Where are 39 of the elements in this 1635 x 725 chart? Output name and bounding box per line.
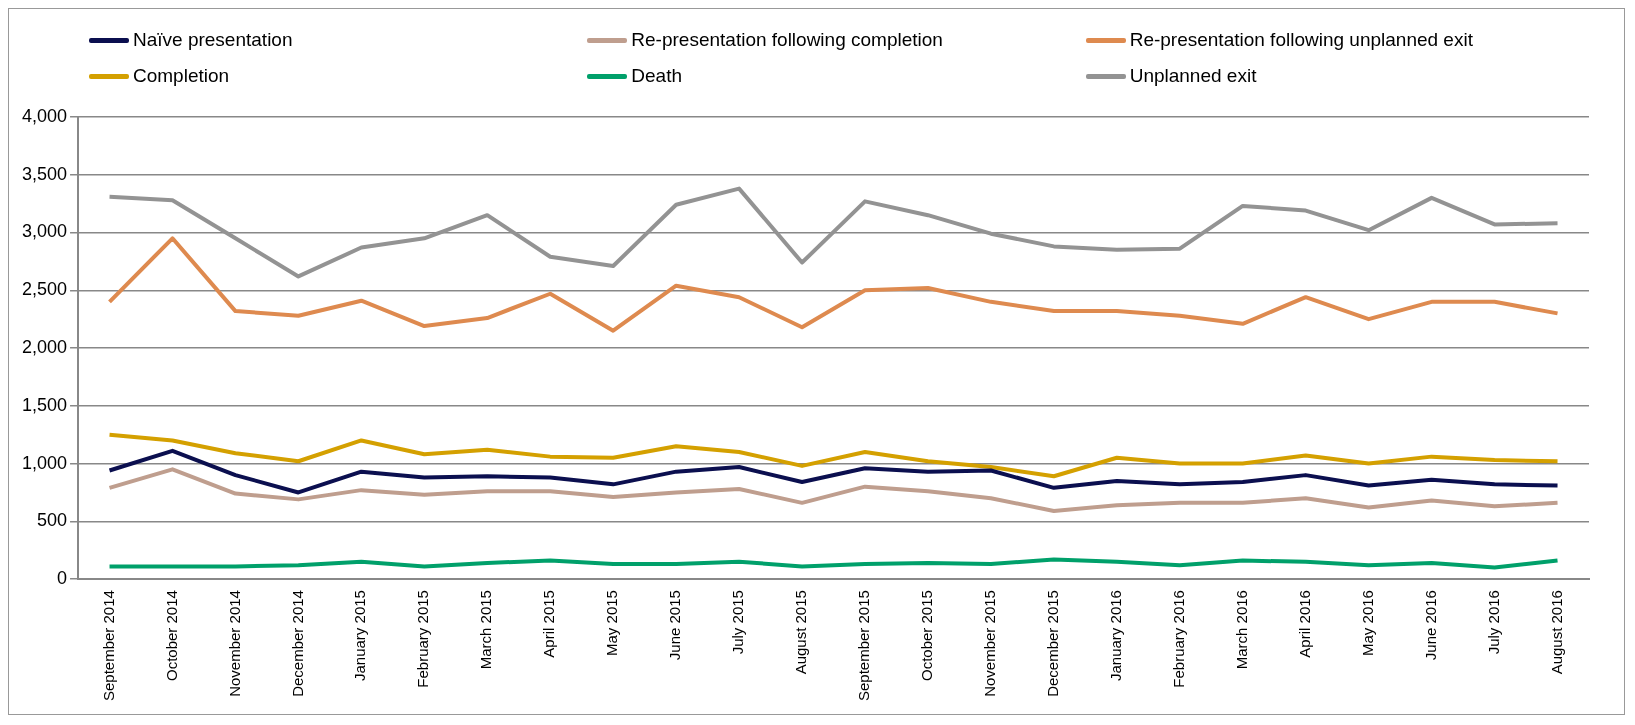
- x-tick-label: March 2015: [477, 590, 495, 670]
- x-tick-label: May 2016: [1358, 590, 1376, 656]
- legend-label: Re-presentation following unplanned exit: [1129, 29, 1473, 51]
- y-tick-label: 1,000: [22, 452, 68, 473]
- legend-label: Unplanned exit: [1129, 65, 1257, 87]
- x-tick-label: August 2016: [1547, 590, 1565, 675]
- x-tick-label: October 2014: [162, 590, 180, 681]
- legend-label: Re-presentation following completion: [631, 29, 943, 51]
- x-tick-label: March 2016: [1232, 590, 1250, 670]
- y-tick-label: 4,000: [22, 105, 68, 126]
- x-tick-label: August 2015: [792, 590, 810, 675]
- x-tick-label: November 2015: [981, 590, 999, 697]
- y-tick-label: 3,500: [22, 163, 68, 184]
- x-tick-label: September 2015: [855, 590, 873, 702]
- legend-label: Death: [631, 65, 683, 87]
- x-tick-label: January 2015: [351, 590, 369, 681]
- x-tick-label: July 2016: [1484, 590, 1502, 655]
- y-tick-label: 500: [37, 510, 68, 531]
- x-tick-label: April 2016: [1295, 590, 1313, 658]
- x-tick-label: April 2015: [540, 590, 558, 658]
- x-tick-label: September 2014: [99, 590, 117, 702]
- x-tick-label: May 2015: [603, 590, 621, 656]
- x-tick-label: December 2014: [288, 590, 306, 697]
- y-tick-label: 2,500: [22, 279, 68, 300]
- x-tick-label: February 2015: [414, 590, 432, 688]
- y-tick-label: 1,500: [22, 394, 68, 415]
- x-tick-label: December 2015: [1044, 590, 1062, 697]
- x-tick-label: November 2014: [225, 590, 243, 697]
- x-tick-label: July 2015: [729, 590, 747, 655]
- x-tick-label: February 2016: [1169, 590, 1187, 688]
- y-tick-label: 0: [57, 568, 68, 589]
- x-tick-label: June 2016: [1421, 590, 1439, 661]
- x-tick-label: June 2015: [666, 590, 684, 661]
- y-tick-label: 3,000: [22, 221, 68, 242]
- y-tick-label: 2,000: [22, 337, 68, 358]
- x-tick-label: October 2015: [918, 590, 936, 681]
- x-tick-label: January 2016: [1106, 590, 1124, 681]
- legend-label: Completion: [133, 65, 230, 87]
- legend-label: Naïve presentation: [133, 29, 293, 51]
